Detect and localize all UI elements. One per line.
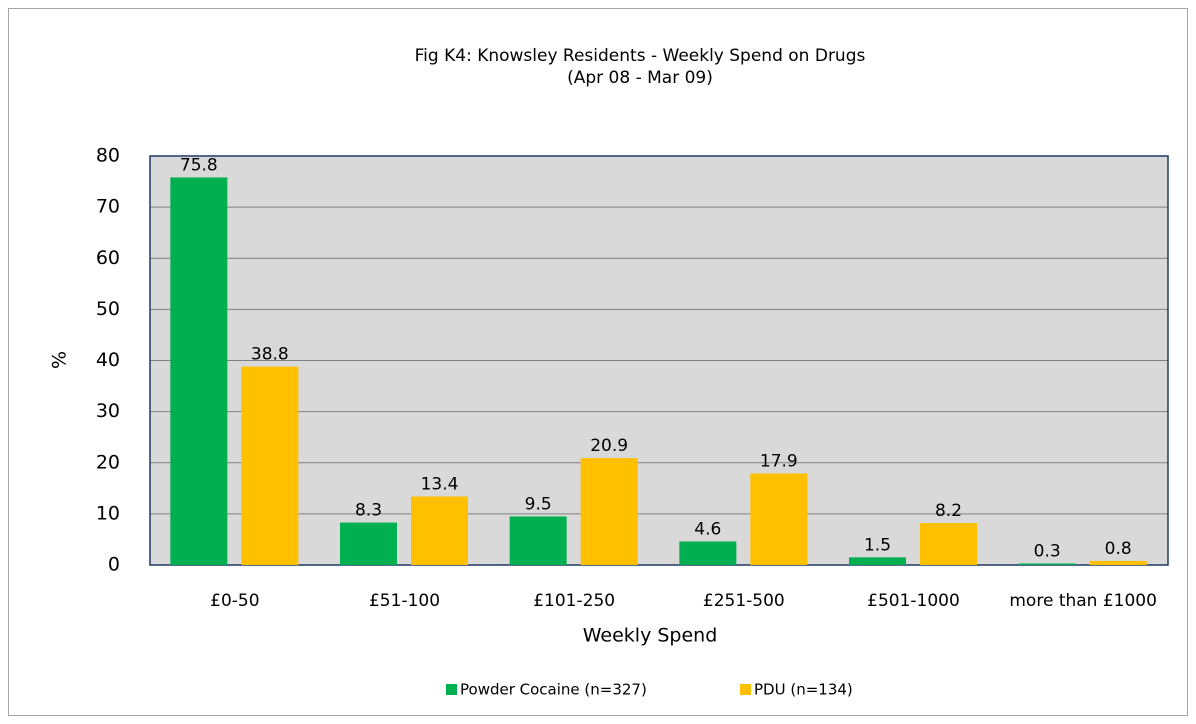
bar — [509, 516, 567, 565]
x-tick-label: £0-50 — [210, 591, 259, 611]
data-label: 0.3 — [1034, 541, 1061, 561]
data-label: 9.5 — [525, 494, 552, 514]
chart-title: Fig K4: Knowsley Residents - Weekly Spen… — [415, 46, 866, 66]
data-label: 38.8 — [251, 345, 289, 365]
bar — [849, 557, 906, 565]
x-axis-label: Weekly Spend — [583, 625, 718, 647]
bar — [340, 522, 397, 565]
y-tick-label: 10 — [96, 502, 120, 524]
legend-label: Powder Cocaine (n=327) — [460, 681, 647, 699]
y-tick-label: 30 — [96, 400, 120, 422]
x-tick-label: £51-100 — [369, 591, 440, 611]
y-tick-label: 70 — [96, 196, 120, 218]
data-label: 4.6 — [694, 519, 721, 539]
data-label: 13.4 — [421, 474, 459, 494]
y-tick-label: 0 — [108, 554, 120, 576]
data-label: 20.9 — [590, 436, 628, 456]
y-axis-label: % — [49, 351, 71, 369]
bar — [241, 366, 299, 565]
x-tick-label: £251-500 — [703, 591, 785, 611]
bar — [679, 541, 737, 565]
x-tick-label: £101-250 — [533, 591, 615, 611]
bar — [580, 458, 638, 565]
data-label: 8.2 — [935, 501, 962, 521]
y-tick-label: 60 — [96, 247, 120, 269]
data-label: 8.3 — [355, 501, 382, 521]
bar — [920, 523, 977, 565]
chart-subtitle: (Apr 08 - Mar 09) — [567, 68, 713, 88]
bar — [1018, 563, 1076, 565]
legend-label: PDU (n=134) — [754, 681, 853, 699]
data-label: 75.8 — [180, 155, 218, 175]
data-label: 1.5 — [864, 535, 891, 555]
y-tick-label: 20 — [96, 451, 120, 473]
legend-swatch — [740, 684, 751, 695]
bar — [750, 473, 808, 565]
x-tick-label: more than £1000 — [1009, 591, 1157, 611]
bar — [170, 177, 228, 565]
legend-swatch — [446, 684, 457, 695]
bar — [1089, 560, 1147, 565]
plot-border — [149, 155, 1169, 566]
y-tick-label: 40 — [96, 349, 120, 371]
x-tick-label: £501-1000 — [867, 591, 960, 611]
bar — [411, 496, 468, 565]
y-tick-label: 80 — [96, 145, 120, 167]
data-label: 17.9 — [760, 451, 798, 471]
y-tick-label: 50 — [96, 298, 120, 320]
data-label: 0.8 — [1105, 539, 1132, 559]
